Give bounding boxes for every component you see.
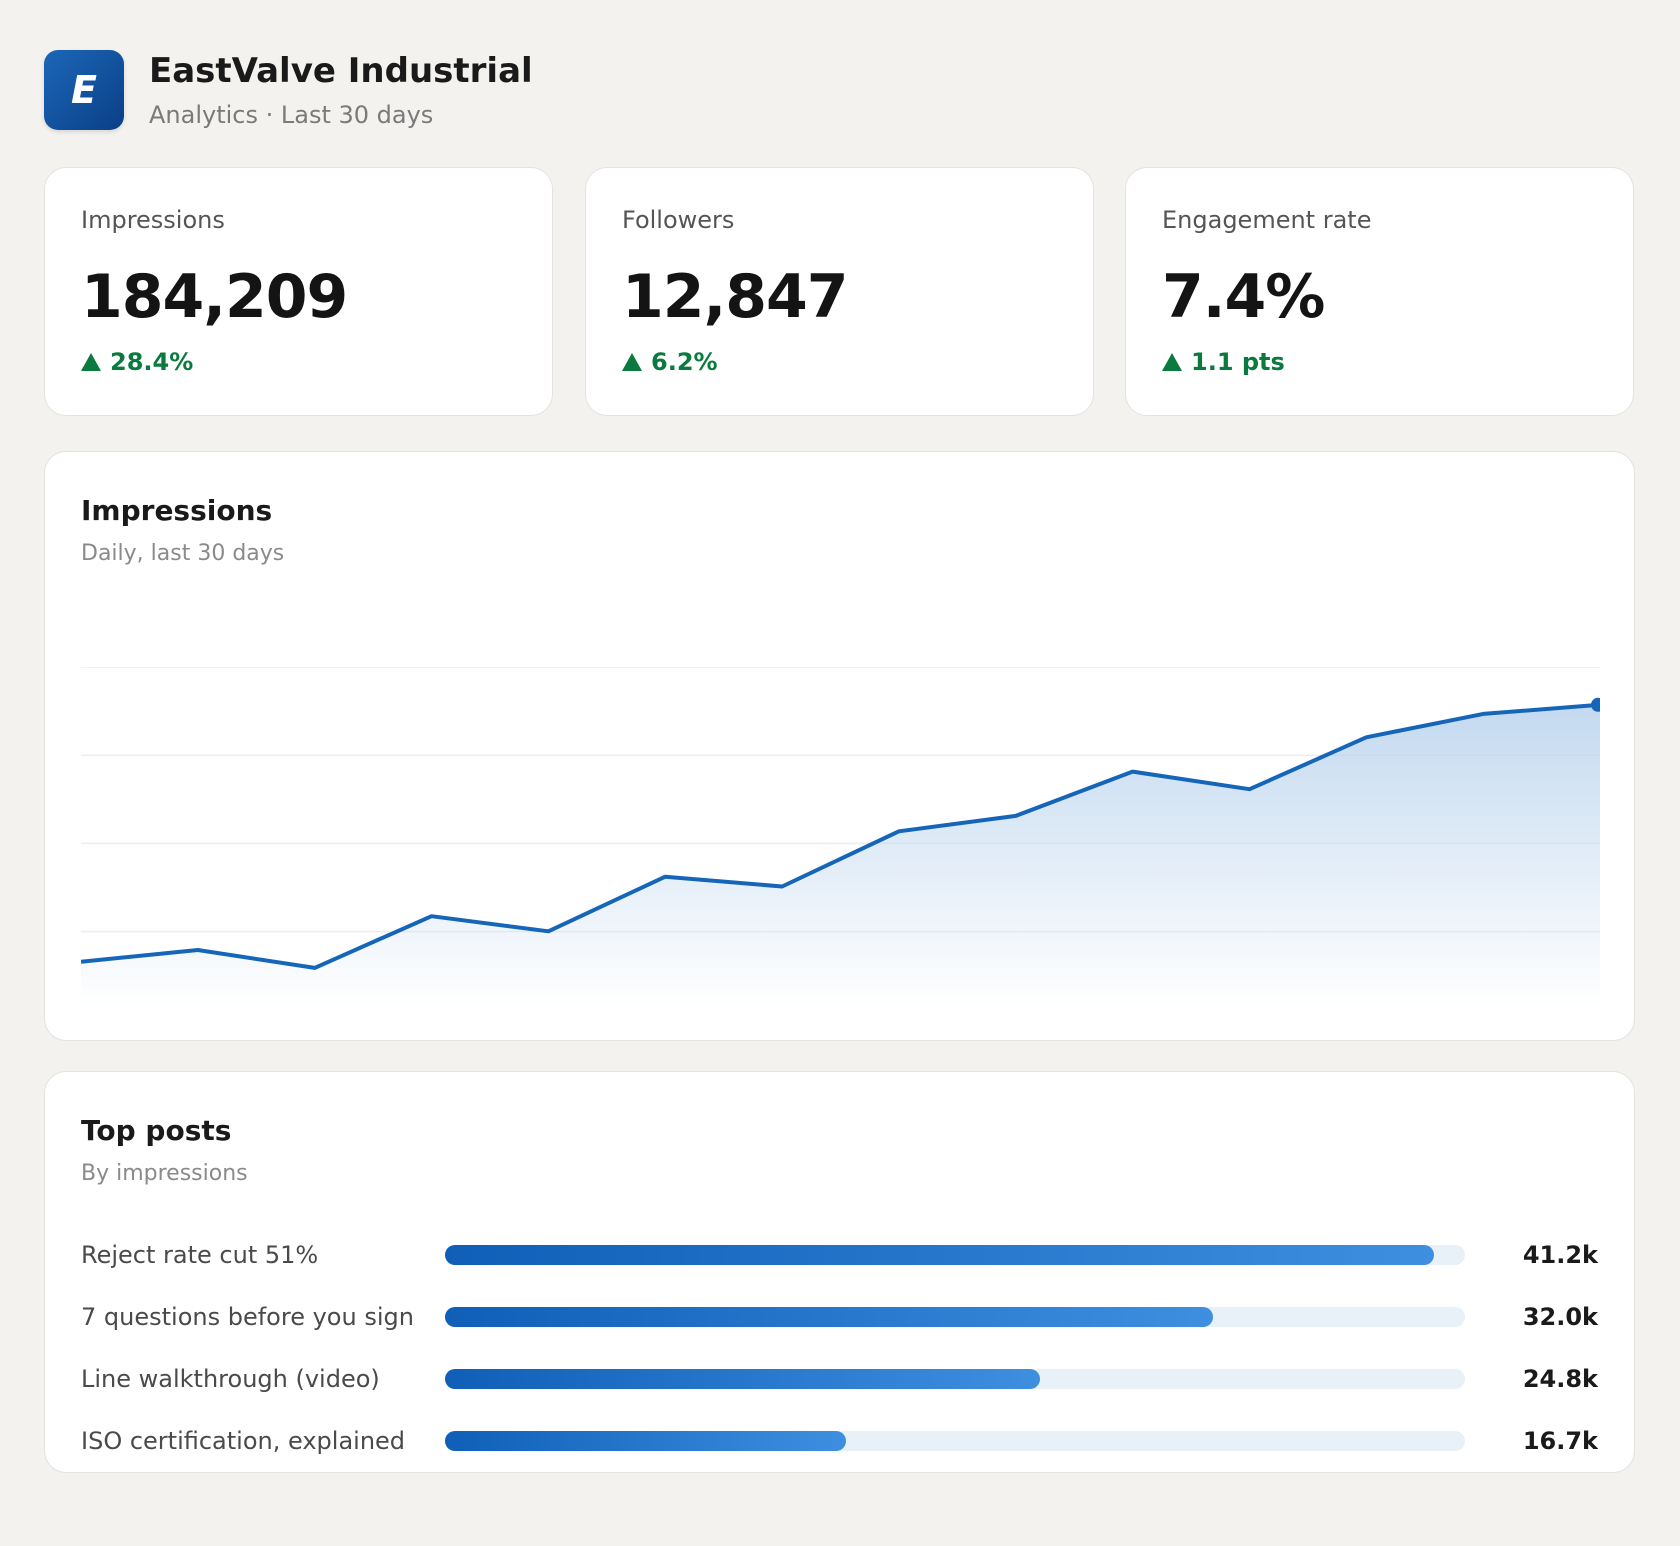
post-bar-track: [445, 1245, 1465, 1265]
post-value: 41.2k: [1522, 1241, 1598, 1269]
stat-delta-value: 28.4%: [110, 348, 194, 376]
brand-block: EastValve Industrial Analytics · Last 30…: [149, 51, 533, 130]
stat-card-followers: Followers 12,847 6.2%: [585, 167, 1094, 416]
post-row[interactable]: Reject rate cut 51% 41.2k: [81, 1235, 1598, 1275]
stat-value: 184,209: [81, 262, 348, 332]
post-label: Reject rate cut 51%: [81, 1241, 319, 1269]
stat-delta-value: 1.1 pts: [1191, 348, 1285, 376]
page-header: E EastValve Industrial Analytics · Last …: [44, 50, 533, 130]
post-value: 32.0k: [1522, 1303, 1598, 1331]
post-value: 16.7k: [1522, 1427, 1598, 1455]
stat-card-impressions: Impressions 184,209 28.4%: [44, 167, 553, 416]
post-row[interactable]: 7 questions before you sign 32.0k: [81, 1297, 1598, 1337]
post-bar-fill: [445, 1369, 1041, 1389]
brand-name: EastValve Industrial: [149, 50, 533, 91]
post-bar-fill: [445, 1245, 1434, 1265]
top-posts-card: Top posts By impressions Reject rate cut…: [44, 1071, 1635, 1473]
post-row[interactable]: ISO certification, explained 16.7k: [81, 1421, 1598, 1461]
stat-card-engagement-rate: Engagement rate 7.4% 1.1 pts: [1125, 167, 1634, 416]
post-bar-fill: [445, 1431, 846, 1451]
chart-subtitle: Daily, last 30 days: [81, 541, 285, 566]
brand-logo: E: [44, 50, 124, 130]
post-value: 24.8k: [1522, 1365, 1598, 1393]
trend-up-icon: [622, 353, 642, 371]
post-row[interactable]: Line walkthrough (video) 24.8k: [81, 1359, 1598, 1399]
post-label: 7 questions before you sign: [81, 1303, 414, 1331]
post-bar-track: [445, 1431, 1465, 1451]
post-bar-track: [445, 1369, 1465, 1389]
trend-up-icon: [81, 353, 101, 371]
brand-subtitle: Analytics · Last 30 days: [149, 101, 434, 130]
top-posts-title: Top posts: [81, 1114, 232, 1147]
stat-delta: 28.4%: [81, 348, 516, 376]
post-bar-fill: [445, 1307, 1213, 1327]
stat-label: Engagement rate: [1162, 206, 1372, 234]
impressions-chart-card: Impressions Daily, last 30 days: [44, 451, 1635, 1041]
stat-delta: 1.1 pts: [1162, 348, 1597, 376]
chart-area-fill: [81, 704, 1600, 1007]
stat-delta: 6.2%: [622, 348, 1057, 376]
trend-up-icon: [1162, 353, 1182, 371]
impressions-area-chart: [81, 667, 1600, 1007]
chart-series-line: [81, 702, 1600, 970]
stat-label: Impressions: [81, 206, 225, 234]
stat-label: Followers: [622, 206, 735, 234]
post-label: Line walkthrough (video): [81, 1365, 380, 1393]
stat-delta-value: 6.2%: [651, 348, 718, 376]
post-bar-track: [445, 1307, 1465, 1327]
stat-value: 12,847: [622, 262, 849, 332]
chart-latest-point[interactable]: [1591, 697, 1600, 712]
stat-value: 7.4%: [1162, 262, 1325, 332]
chart-title: Impressions: [81, 494, 273, 527]
top-posts-subtitle: By impressions: [81, 1161, 248, 1186]
post-label: ISO certification, explained: [81, 1427, 406, 1455]
